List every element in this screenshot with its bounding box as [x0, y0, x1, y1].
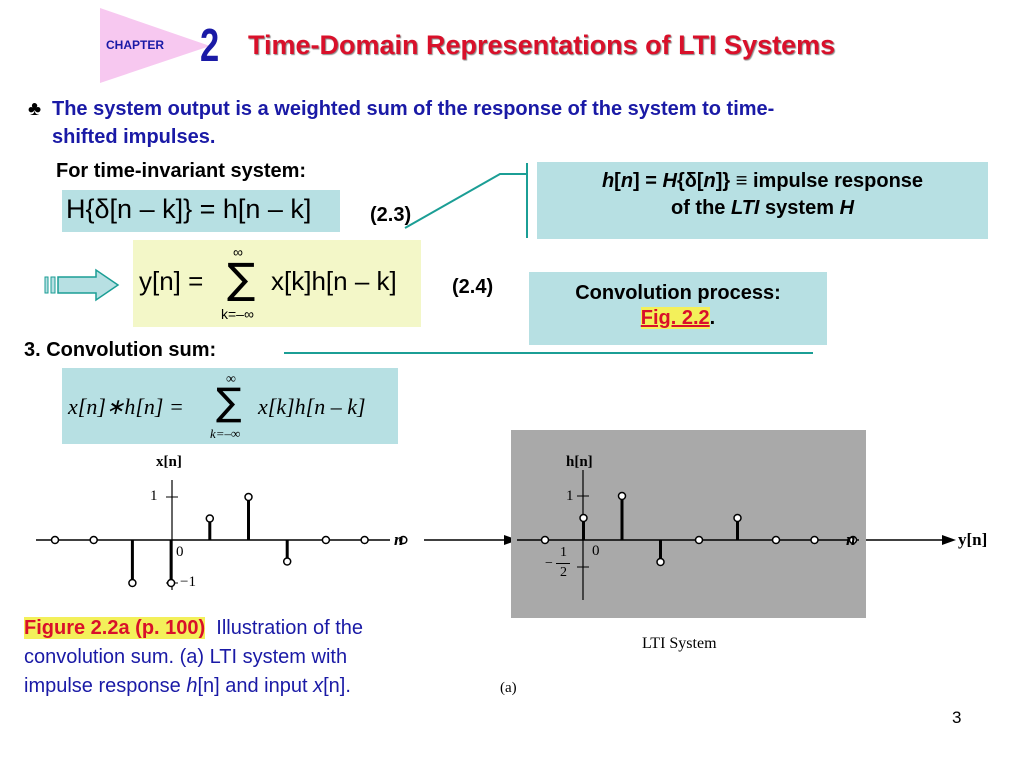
sum-lhs: y[n] =	[139, 266, 204, 296]
convolution-process-label: Convolution process:	[575, 282, 781, 304]
stem-marker	[282, 557, 292, 566]
h-plot-fraction-bar	[556, 563, 570, 564]
lti-system-label: LTI System	[642, 635, 717, 652]
eq-number-2-4: (2.4)	[452, 276, 494, 298]
chapter-badge	[100, 8, 210, 83]
page-number: 3	[952, 708, 962, 727]
time-invariant-label: For time-invariant system:	[56, 160, 307, 182]
stem-marker	[50, 535, 60, 545]
eq-number-2-3: (2.3)	[370, 204, 412, 226]
time-invariant-equation: H{δ[n – k]} = h[n – k]	[66, 194, 312, 224]
input-signal-stems	[50, 492, 408, 588]
conv-lhs: x[n]∗h[n] =	[68, 394, 184, 419]
stem-marker	[656, 557, 665, 567]
sum-lower-limit: k=–∞	[221, 306, 254, 322]
impulse-response-plot	[517, 470, 859, 600]
convolution-process-box: Convolution process: Fig. 2.2.	[529, 272, 827, 345]
conv-rhs: x[k]h[n – k]	[258, 394, 366, 419]
conv-upper-limit: ∞	[226, 372, 236, 387]
h-plot-tick-1: 1	[566, 488, 574, 504]
figure-ref: Figure 2.2a (p. 100)	[24, 617, 206, 639]
output-label: y[n]	[958, 530, 988, 549]
input-to-system-arrow	[424, 535, 518, 545]
h-plot-ylabel: h[n]	[566, 454, 593, 470]
stem-marker	[399, 535, 408, 545]
stem-marker	[321, 535, 331, 545]
panel-label: (a)	[500, 680, 517, 696]
x-plot-ylabel: x[n]	[156, 454, 182, 470]
stem-marker	[166, 578, 176, 588]
stem-marker	[771, 535, 781, 545]
x-plot-axis-n: n	[394, 530, 404, 549]
h-plot-tick-half-den: 2	[560, 565, 567, 580]
stem-marker	[617, 491, 627, 501]
sum-upper-limit: ∞	[233, 244, 243, 260]
sum-sigma-icon: ∑	[227, 254, 256, 303]
system-output-arrow	[866, 535, 956, 545]
impulse-response-definition-box: h[n] = H{δ[n]} ≡ impulse response of the…	[537, 162, 988, 239]
lti-system-plot-box	[511, 430, 866, 618]
h-plot-tick-half-sign: −	[545, 556, 553, 571]
conv-sigma-icon: ∑	[216, 380, 242, 424]
convolution-sum-equation-box: x[n]∗h[n] = ∞ ∑ k=–∞ x[k]h[n – k]	[62, 368, 398, 444]
figure-caption: Figure 2.2a (p. 100) Illustration of the…	[24, 617, 364, 697]
chapter-number: 2	[200, 19, 220, 71]
stem-marker	[733, 513, 742, 523]
stem-marker	[579, 513, 588, 523]
stem-marker	[694, 535, 704, 545]
stem-marker	[244, 492, 253, 502]
stem-marker	[89, 535, 98, 545]
stem-marker	[810, 535, 819, 545]
sum-rhs: x[k]h[n – k]	[271, 266, 397, 296]
input-signal-plot	[36, 480, 408, 590]
conv-lower-limit: k=–∞	[210, 426, 241, 441]
stem-marker	[128, 578, 137, 588]
bullet-text-line2: shifted impulses.	[52, 126, 216, 148]
fig-2-2-link[interactable]: Fig. 2.2	[640, 307, 710, 329]
page-title: Time-Domain Representations of LTI Syste…	[248, 30, 836, 60]
h-plot-axis-n: n	[846, 530, 856, 549]
x-plot-tick-minus1: −1	[180, 574, 196, 590]
right-arrow-icon	[44, 268, 120, 302]
definition-line2: of the LTI system H	[670, 197, 855, 219]
time-invariant-equation-box: H{δ[n – k]} = h[n – k]	[62, 190, 340, 232]
stem-marker	[360, 535, 369, 545]
stem-marker	[205, 514, 215, 523]
chapter-label: CHAPTER	[106, 38, 165, 52]
h-plot-tick-half-num: 1	[560, 545, 567, 560]
stem-marker	[540, 535, 550, 545]
x-plot-tick-1: 1	[150, 488, 158, 504]
chapter-badge-shape	[100, 8, 210, 83]
stem-marker	[848, 535, 858, 545]
bullet-text-line1: The system output is a weighted sum of t…	[52, 98, 775, 120]
impulse-response-stems	[540, 491, 858, 567]
definition-line1: h[n] = H{δ[n]} ≡ impulse response	[601, 170, 924, 192]
h-plot-tick-0: 0	[592, 543, 600, 559]
convolution-sum-label: 3. Convolution sum:	[24, 339, 217, 361]
bullet-icon: ♣	[28, 98, 42, 120]
output-sum-equation-box: y[n] = ∞ ∑ k=–∞ x[k]h[n – k]	[133, 240, 421, 327]
x-plot-tick-0: 0	[176, 544, 184, 560]
